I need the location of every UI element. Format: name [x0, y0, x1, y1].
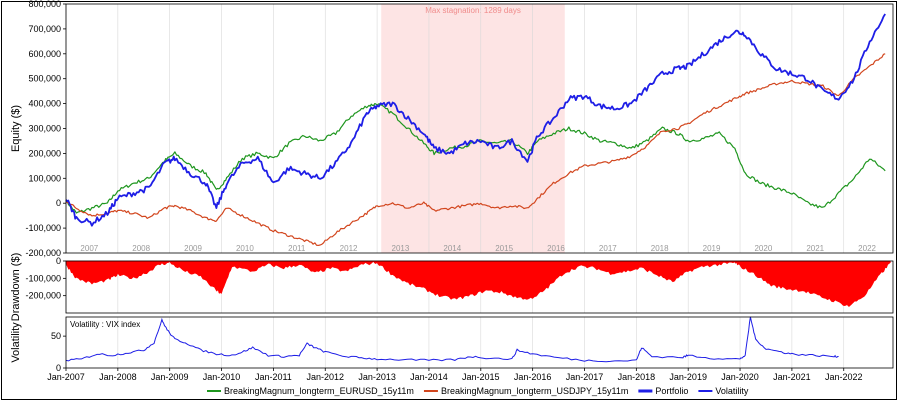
drawdown-axis-label: Drawdown ($) — [10, 253, 22, 321]
year-label: 2021 — [806, 244, 824, 253]
x-tick-label: Jan-2007 — [47, 372, 85, 382]
series-line-breakingmagnum-longterm-usdjpy-15y11m — [65, 53, 886, 246]
x-tick-label: Jan-2018 — [618, 372, 656, 382]
drawdown-area — [65, 260, 891, 308]
legend-item-label: BreakingMagnum_longterm_USDJPY_15y11m — [441, 386, 628, 396]
y-tick-label: 0 — [56, 363, 61, 373]
year-label: 2011 — [288, 244, 306, 253]
y-tick-label: 300,000 — [28, 124, 61, 134]
equity-plot-border — [65, 3, 894, 254]
year-label: 2017 — [599, 244, 617, 253]
y-tick-label: -100,000 — [25, 273, 61, 283]
stagnation-band — [381, 4, 565, 253]
volatility-line — [65, 316, 839, 363]
year-label: 2016 — [547, 244, 565, 253]
year-label: 2020 — [754, 244, 772, 253]
y-tick-label: 200,000 — [28, 148, 61, 158]
x-tick-label: Jan-2010 — [203, 372, 241, 382]
y-tick-label: 0 — [56, 198, 61, 208]
x-tick-label: Jan-2013 — [358, 372, 396, 382]
y-tick-label: 50 — [51, 331, 61, 341]
x-tick-label: Jan-2009 — [151, 372, 189, 382]
year-label: 2007 — [80, 244, 98, 253]
series-line-portfolio — [65, 13, 886, 227]
x-tick-label: Jan-2017 — [566, 372, 604, 382]
legend-item-label: BreakingMagnum_longterm_EURUSD_15y11m — [224, 386, 414, 396]
y-tick-label: 700,000 — [28, 24, 61, 34]
y-tick-label: -200,000 — [25, 248, 61, 258]
volatility-panel: 0 50 Volatility Volatility : VIX index — [10, 316, 894, 373]
y-tick-label: 400,000 — [28, 99, 61, 109]
volatility-plot-border — [65, 316, 894, 369]
x-tick-label: Jan-2016 — [514, 372, 552, 382]
x-tick-label: Jan-2008 — [99, 372, 137, 382]
y-tick-label: -200,000 — [25, 291, 61, 301]
x-tick-label: Jan-2012 — [306, 372, 344, 382]
year-label: 2013 — [392, 244, 410, 253]
drawdown-plot-border — [65, 260, 894, 314]
year-label: 2012 — [340, 244, 358, 253]
y-tick-label: 800,000 — [28, 0, 61, 9]
volatility-annotation: Volatility : VIX index — [70, 320, 140, 329]
legend-item-label: Volatility — [715, 386, 749, 396]
x-tick-label: Jan-2015 — [462, 372, 500, 382]
equity-panel: Max stagnation: 1289 days 2007 2008 2009 201… — [10, 0, 894, 258]
x-axis: Jan-2007 Jan-2008 Jan-2009 Jan-2010 Jan-2011… — [47, 368, 863, 382]
y-tick-label: -100,000 — [25, 223, 61, 233]
year-label: 2019 — [703, 244, 721, 253]
year-label: 2022 — [858, 244, 876, 253]
volatility-axis-label: Volatility — [10, 322, 22, 363]
x-tick-label: Jan-2014 — [410, 372, 448, 382]
x-tick-label: Jan-2022 — [825, 372, 863, 382]
x-tick-label: Jan-2021 — [773, 372, 811, 382]
x-tick-label: Jan-2011 — [255, 372, 292, 382]
equity-axis-label: Equity ($) — [10, 105, 22, 152]
series-line-breakingmagnum-longterm-eurusd-15y11m — [65, 103, 886, 214]
y-tick-label: 0 — [56, 256, 61, 266]
year-label: 2014 — [443, 244, 461, 253]
year-label: 2015 — [495, 244, 513, 253]
year-label: 2010 — [236, 244, 254, 253]
y-tick-label: 500,000 — [28, 74, 61, 84]
year-label: 2008 — [132, 244, 150, 253]
legend: BreakingMagnum_longterm_EURUSD_15y11m Bre… — [207, 386, 749, 396]
year-label: 2018 — [651, 244, 669, 253]
x-tick-label: Jan-2020 — [721, 372, 759, 382]
y-tick-label: 600,000 — [28, 49, 61, 59]
y-tick-label: 100,000 — [28, 173, 61, 183]
x-tick-label: Jan-2019 — [669, 372, 707, 382]
legend-item-label: Portfolio — [655, 386, 688, 396]
year-label: 2009 — [184, 244, 202, 253]
stagnation-label: Max stagnation: 1289 days — [425, 6, 521, 15]
